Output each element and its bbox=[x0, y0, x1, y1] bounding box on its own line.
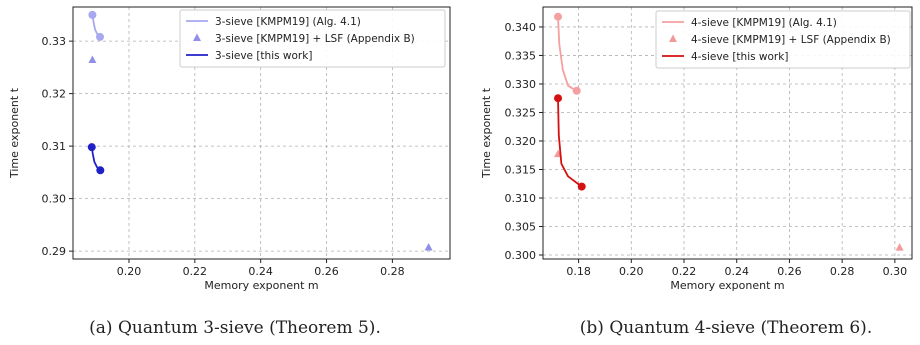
y-tick-label: 0.310 bbox=[505, 192, 537, 205]
legend-box bbox=[179, 9, 446, 68]
legend-label: 3-sieve [KMPM19] (Alg. 4.1) bbox=[215, 16, 361, 28]
y-tick-label: 0.300 bbox=[505, 249, 537, 262]
x-tick-label: 0.26 bbox=[777, 265, 802, 278]
plot-frame bbox=[542, 6, 913, 260]
x-tick-label: 0.20 bbox=[619, 265, 644, 278]
chart-panel-a: 0.20 0.22 0.24 0.26 0.28 0.29 0.30 0.31 0.32 0.33… bbox=[8, 6, 451, 338]
data-point bbox=[88, 10, 97, 19]
y-axis-label: Time exponent t bbox=[8, 87, 21, 179]
x-tick-label: 0.24 bbox=[248, 265, 273, 278]
data-point bbox=[96, 166, 105, 175]
y-tick-label: 0.31 bbox=[42, 140, 67, 153]
y-tick-label: 0.305 bbox=[505, 221, 537, 234]
legend-label: 3-sieve [this work] bbox=[215, 50, 312, 62]
x-axis-label: Memory exponent m bbox=[670, 279, 784, 292]
plot-area bbox=[87, 10, 433, 251]
series-2 bbox=[88, 55, 433, 251]
plot-frame bbox=[72, 6, 451, 260]
data-point bbox=[572, 86, 581, 95]
series-2 bbox=[554, 149, 904, 251]
legend-triangle-swatch bbox=[669, 34, 677, 42]
triangle-marker bbox=[895, 243, 904, 251]
chart-panel-b: 0.18 0.20 0.22 0.24 0.26 0.28 0.30 0.300 0.305 0.… bbox=[480, 6, 913, 338]
y-tick-label: 0.340 bbox=[505, 21, 537, 34]
series-3 bbox=[87, 143, 105, 175]
y-tick-label: 0.325 bbox=[505, 106, 537, 119]
x-tick-label: 0.26 bbox=[314, 265, 339, 278]
legend-label: 4-sieve [KMPM19] + LSF (Appendix B) bbox=[691, 34, 891, 46]
data-point bbox=[95, 32, 104, 41]
series-line bbox=[557, 16, 578, 92]
y-tick-label: 0.315 bbox=[505, 163, 537, 176]
figure-caption: (b) Quantum 4-sieve (Theorem 6). bbox=[580, 318, 872, 338]
x-tick-label: 0.22 bbox=[672, 265, 697, 278]
x-tick-label: 0.20 bbox=[117, 265, 142, 278]
y-tick-label: 0.335 bbox=[505, 49, 537, 62]
legend-label: 4-sieve [this work] bbox=[691, 51, 788, 63]
y-tick-label: 0.33 bbox=[42, 35, 67, 48]
series-1 bbox=[554, 12, 581, 95]
x-tick-label: 0.24 bbox=[724, 265, 749, 278]
legend-triangle-swatch bbox=[193, 33, 201, 41]
data-point bbox=[577, 182, 586, 191]
y-tick-label: 0.330 bbox=[505, 78, 537, 91]
triangle-marker bbox=[424, 242, 433, 251]
series-1 bbox=[88, 10, 104, 41]
x-axis-label: Memory exponent m bbox=[204, 279, 318, 292]
series-3 bbox=[554, 94, 586, 191]
legend-box bbox=[655, 10, 911, 69]
data-point bbox=[554, 94, 563, 103]
data-point bbox=[87, 143, 96, 152]
triangle-marker bbox=[88, 55, 97, 64]
legend-label: 3-sieve [KMPM19] + LSF (Appendix B) bbox=[215, 33, 415, 45]
legend: 4-sieve [KMPM19] (Alg. 4.1) 4-sieve [KMPM… bbox=[655, 10, 911, 69]
y-tick-label: 0.30 bbox=[42, 193, 67, 206]
x-tick-label: 0.30 bbox=[883, 265, 908, 278]
legend-label: 4-sieve [KMPM19] (Alg. 4.1) bbox=[691, 17, 837, 29]
plot-area bbox=[554, 12, 904, 251]
x-tick-label: 0.28 bbox=[830, 265, 855, 278]
figure-caption: (a) Quantum 3-sieve (Theorem 5). bbox=[89, 318, 381, 338]
data-point bbox=[554, 12, 563, 21]
x-tick-label: 0.28 bbox=[380, 265, 405, 278]
x-tick-label: 0.18 bbox=[566, 265, 591, 278]
y-tick-label: 0.32 bbox=[42, 88, 67, 101]
y-tick-label: 0.29 bbox=[42, 245, 67, 258]
y-tick-label: 0.320 bbox=[505, 135, 537, 148]
y-axis-label: Time exponent t bbox=[480, 87, 493, 179]
series-line bbox=[557, 98, 583, 188]
legend: 3-sieve [KMPM19] (Alg. 4.1) 3-sieve [KMPM… bbox=[179, 9, 446, 68]
x-tick-label: 0.22 bbox=[183, 265, 208, 278]
